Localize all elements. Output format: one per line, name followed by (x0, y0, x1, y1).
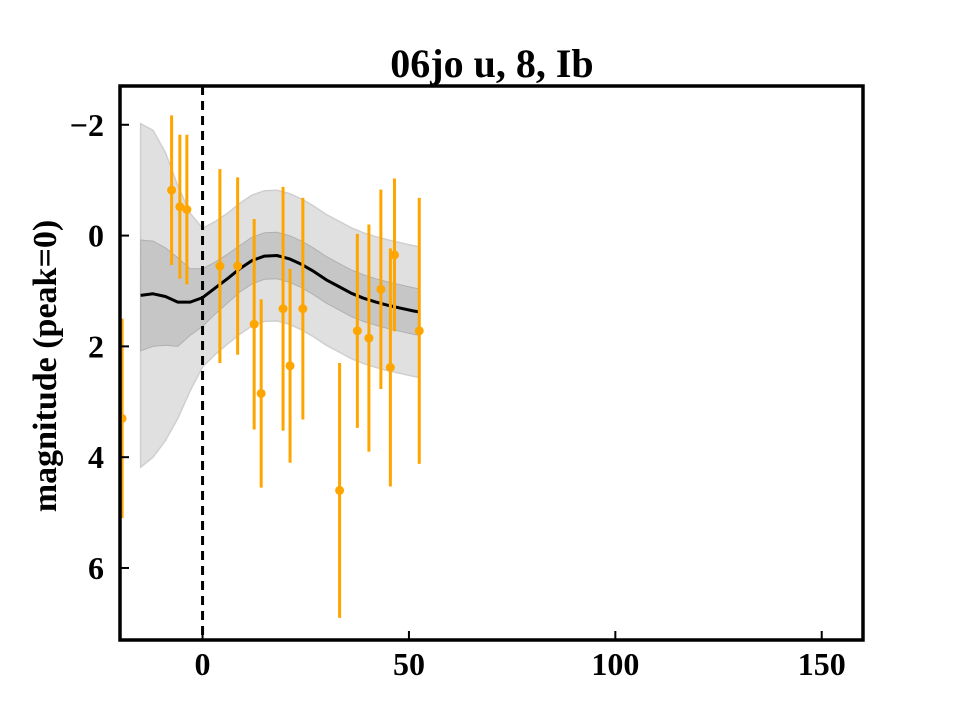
y-tick-label: 4 (88, 439, 104, 475)
data-marker (298, 304, 308, 314)
data-marker (215, 261, 225, 271)
data-marker (175, 202, 185, 212)
data-marker (256, 388, 266, 398)
data-point (364, 224, 374, 452)
observations-group (120, 115, 424, 618)
data-marker (182, 205, 192, 215)
x-tick-label: 0 (195, 646, 211, 682)
data-point (215, 169, 225, 363)
y-tick-label: 0 (88, 218, 104, 254)
data-point (285, 268, 295, 463)
data-point (278, 186, 288, 431)
data-marker (278, 304, 288, 314)
data-point (182, 134, 192, 285)
data-marker (352, 326, 362, 336)
x-tick-label: 100 (591, 646, 639, 682)
data-point (233, 177, 243, 355)
x-tick-label: 150 (798, 646, 846, 682)
data-marker (389, 250, 399, 260)
y-axis-label: magnitude (peak=0) (27, 220, 64, 512)
data-point (385, 248, 395, 487)
data-point (376, 189, 386, 390)
data-marker (385, 362, 395, 372)
data-marker (364, 333, 374, 343)
y-tick-label: 6 (88, 550, 104, 586)
data-marker (167, 185, 177, 195)
data-marker (249, 319, 259, 329)
data-marker (414, 326, 424, 336)
data-point (167, 115, 177, 265)
data-marker (335, 485, 345, 495)
data-point (256, 299, 266, 488)
data-point (414, 197, 424, 464)
data-point (352, 233, 362, 428)
y-tick-label: 2 (88, 328, 104, 364)
data-point (298, 197, 308, 420)
data-point (389, 178, 399, 332)
x-axis-ticks: 0 50 100 150 (195, 631, 846, 682)
data-marker (285, 361, 295, 371)
y-axis-ticks: −2 0 2 4 6 (70, 107, 129, 586)
plot-frame (118, 84, 865, 642)
data-point (249, 218, 259, 430)
data-marker (376, 284, 386, 294)
x-tick-label: 50 (393, 646, 425, 682)
data-marker (233, 261, 243, 271)
y-tick-label: −2 (70, 107, 104, 143)
data-point (335, 363, 345, 618)
chart-title: 06jo u, 8, Ib (390, 41, 593, 86)
confidence-bands (139, 122, 421, 469)
data-point (175, 134, 185, 279)
